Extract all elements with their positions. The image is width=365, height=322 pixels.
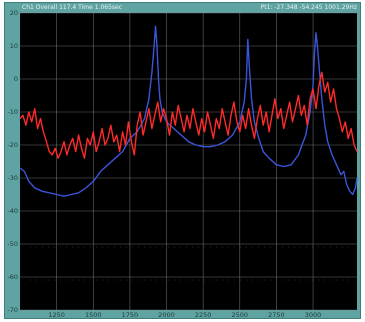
x-tick-label: 1250	[48, 311, 65, 319]
x-tick-label: 1500	[85, 311, 102, 319]
series-red-line	[19, 71, 358, 159]
y-tick-labels: 20 10 0 -10 -20 -30 -40 -50 -60 -70	[7, 9, 18, 314]
y-tick-label: -30	[7, 174, 18, 182]
series-blue-line	[19, 25, 358, 197]
y-tick-label: -50	[7, 240, 18, 248]
y-tick-label: -70	[7, 306, 18, 314]
y-tick-label: -40	[7, 207, 18, 215]
header-left-text: Ch1 Overall 117.4 Time 1.065sec	[22, 4, 122, 11]
y-tick-label: -10	[7, 108, 18, 116]
plot-area	[20, 13, 357, 310]
x-tick-label: 3000	[305, 311, 322, 319]
y-tick-label: 10	[10, 42, 18, 50]
y-tick-label: -20	[7, 141, 18, 149]
y-tick-label: 20	[10, 9, 18, 17]
x-tick-labels: 1250 1500 1750 2000 2250 2500 2750 3000	[48, 311, 321, 319]
x-tick-label: 1750	[122, 311, 139, 319]
y-tick-label: 0	[14, 75, 18, 83]
x-tick-label: 2750	[268, 311, 285, 319]
x-tick-label: 2250	[195, 311, 212, 319]
grid-lines	[20, 12, 357, 311]
x-tick-label: 2000	[158, 311, 175, 319]
y-tick-label: -60	[7, 273, 18, 281]
series-lines	[19, 25, 358, 197]
x-tick-label: 2500	[232, 311, 249, 319]
header-right-text: Pt1: -27.348 -54.245 1001.29Hz	[261, 4, 357, 11]
